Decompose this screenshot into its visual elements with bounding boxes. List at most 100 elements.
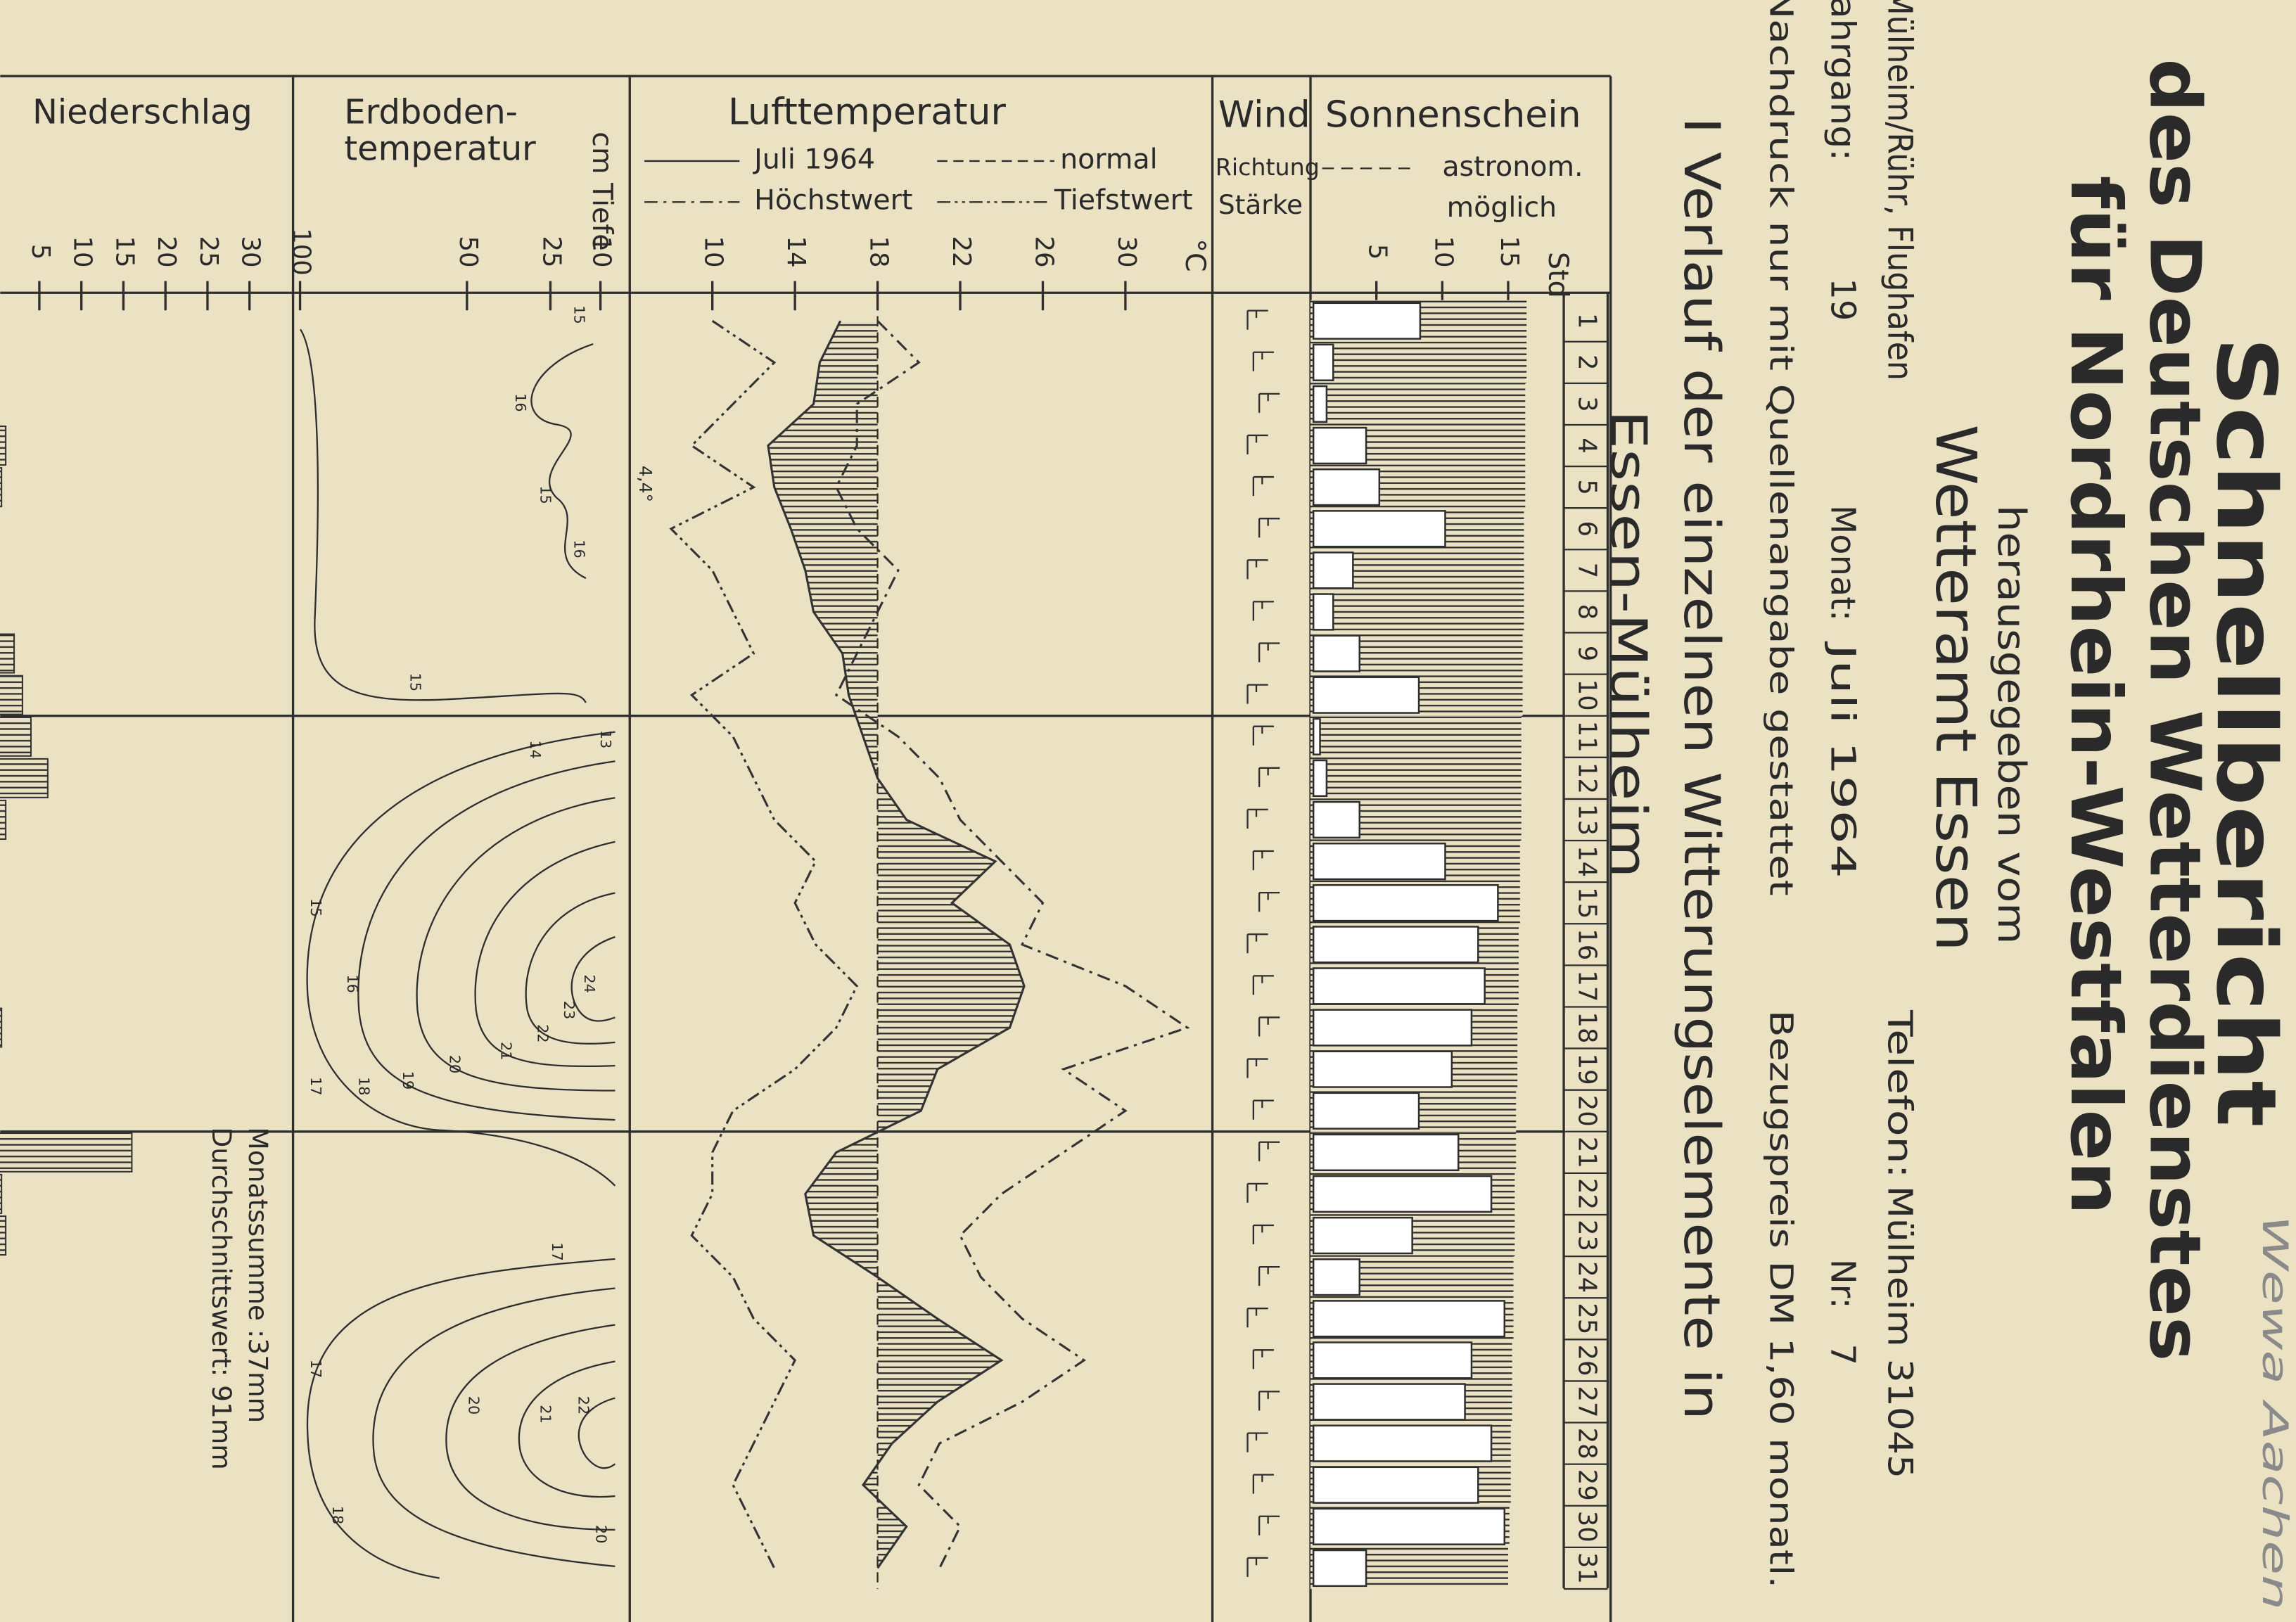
legend-label: möglich xyxy=(1447,191,1557,224)
wind-glyph xyxy=(1246,559,1268,580)
legend-label: astronom. xyxy=(1442,151,1583,183)
sunshine-bar xyxy=(1312,1300,1506,1338)
sunshine-bar xyxy=(1312,1050,1453,1088)
temperature-line xyxy=(767,320,1026,1569)
wind-glyph xyxy=(1258,1515,1280,1535)
sunshine-bar xyxy=(1312,1216,1413,1255)
sunshine-bar xyxy=(1312,1383,1466,1421)
air-unit: °C xyxy=(1179,238,1211,272)
contour-label: 16 xyxy=(512,393,529,411)
wind-label: Stärke xyxy=(1218,189,1303,220)
tick-label: 25 xyxy=(537,236,566,267)
contour-label: 15 xyxy=(570,305,587,324)
day-label: 28 xyxy=(1572,1428,1601,1460)
legend-label: Höchstwert xyxy=(754,184,912,217)
contour-label: 21 xyxy=(497,1042,514,1060)
month: Juli 1964 xyxy=(1823,641,1861,879)
wind-glyph xyxy=(1252,601,1274,621)
tick-label: 10 xyxy=(587,236,616,267)
sunshine-bar xyxy=(1312,717,1321,755)
precipitation-bar xyxy=(0,675,24,715)
day-label: 14 xyxy=(1572,845,1601,877)
notice: Nachdruck nur mit Quellenangabe gestatte… xyxy=(1763,0,1800,896)
contour-label: 14 xyxy=(527,740,544,758)
tick-label: 18 xyxy=(865,236,893,267)
tick-label: 26 xyxy=(1029,236,1058,267)
possible-bar xyxy=(1310,341,1527,383)
anomaly-hatch xyxy=(767,321,1025,1569)
sunshine-bar xyxy=(1312,385,1328,423)
day-label: 12 xyxy=(1572,762,1601,794)
possible-bar xyxy=(1310,591,1524,633)
day-label: 20 xyxy=(1572,1095,1601,1127)
sunshine-bar xyxy=(1312,634,1360,672)
wind-glyph xyxy=(1252,850,1274,871)
wind-glyph xyxy=(1246,808,1268,829)
wind-glyph xyxy=(1258,1391,1280,1411)
issue: 7 xyxy=(1823,1344,1861,1365)
title: Schnellbericht xyxy=(2198,337,2293,1128)
tick-label: 10 xyxy=(68,236,97,267)
wind-glyph xyxy=(1246,1182,1268,1203)
tick-label: 5 xyxy=(26,244,55,260)
wind-glyph xyxy=(1258,1016,1280,1037)
legend-label: Juli 1964 xyxy=(752,143,875,175)
tick-label: 14 xyxy=(782,236,810,267)
day-label: 5 xyxy=(1572,479,1601,495)
annotation: 4,4° xyxy=(635,466,656,502)
contour-label: 17 xyxy=(307,1360,324,1378)
precipitation-bar xyxy=(0,1173,3,1214)
day-label: 8 xyxy=(1572,604,1601,620)
day-label: 7 xyxy=(1572,563,1601,579)
tick-label: 30 xyxy=(1112,236,1141,267)
day-label: 16 xyxy=(1572,928,1601,960)
contour-label: 17 xyxy=(549,1242,566,1260)
tick-label: 100 xyxy=(287,228,316,276)
wind-glyph xyxy=(1246,434,1268,455)
day-label: 21 xyxy=(1572,1137,1601,1168)
precipitation-bar xyxy=(0,799,7,841)
wind-title: Wind xyxy=(1218,94,1310,136)
contour-label: 17 xyxy=(307,1077,324,1095)
day-label: 13 xyxy=(1572,804,1601,836)
wind-glyph xyxy=(1252,1099,1274,1120)
publisher-intro: herausgegeben vom xyxy=(1989,505,2034,944)
sunshine-bar xyxy=(1312,1549,1367,1588)
sunshine-bar xyxy=(1312,1009,1473,1047)
sunshine-unit: Std xyxy=(1542,252,1574,298)
tick-label: 5 xyxy=(1363,244,1392,260)
precipitation-bar xyxy=(0,467,3,508)
sunshine-bar xyxy=(1312,800,1360,839)
precipitation-summary: Durchschnittswert: 91mm xyxy=(206,1128,237,1470)
sunshine-bar xyxy=(1312,759,1328,798)
day-label: 1 xyxy=(1572,313,1601,329)
tick-label: 10 xyxy=(1429,236,1458,267)
precipitation-bar xyxy=(0,1007,3,1048)
wind-glyph xyxy=(1252,1349,1274,1369)
tick-label: 50 xyxy=(454,236,483,267)
contour-label: 15 xyxy=(407,673,423,691)
frame xyxy=(0,75,1612,1622)
wind-glyph xyxy=(1252,725,1274,746)
volume: 19 xyxy=(1823,278,1861,321)
sunshine-bar xyxy=(1312,884,1499,922)
wind-glyph xyxy=(1246,1058,1268,1078)
handwriting: Wewa Aachen xyxy=(2254,1215,2295,1610)
day-label: 19 xyxy=(1572,1054,1601,1085)
sunshine-bar xyxy=(1312,426,1367,465)
contour-label: 22 xyxy=(575,1396,592,1415)
soil-isotherms xyxy=(300,328,616,1579)
wind-label: Richtung xyxy=(1216,153,1320,181)
sunshine-bar xyxy=(1312,468,1381,506)
sunshine-bar xyxy=(1312,1175,1493,1213)
contour-label: 20 xyxy=(466,1396,483,1415)
wind-glyph xyxy=(1258,891,1280,912)
wind-glyph xyxy=(1252,975,1274,995)
volume-label: Jahrgang: xyxy=(1823,0,1861,161)
day-label: 15 xyxy=(1572,887,1601,919)
sunshine-bar xyxy=(1312,1507,1506,1545)
tick-label: 10 xyxy=(699,236,728,267)
section-title: I Verlauf der einzelnen Witterungselemen… xyxy=(1673,117,1731,1419)
sunshine-bar xyxy=(1312,842,1446,881)
